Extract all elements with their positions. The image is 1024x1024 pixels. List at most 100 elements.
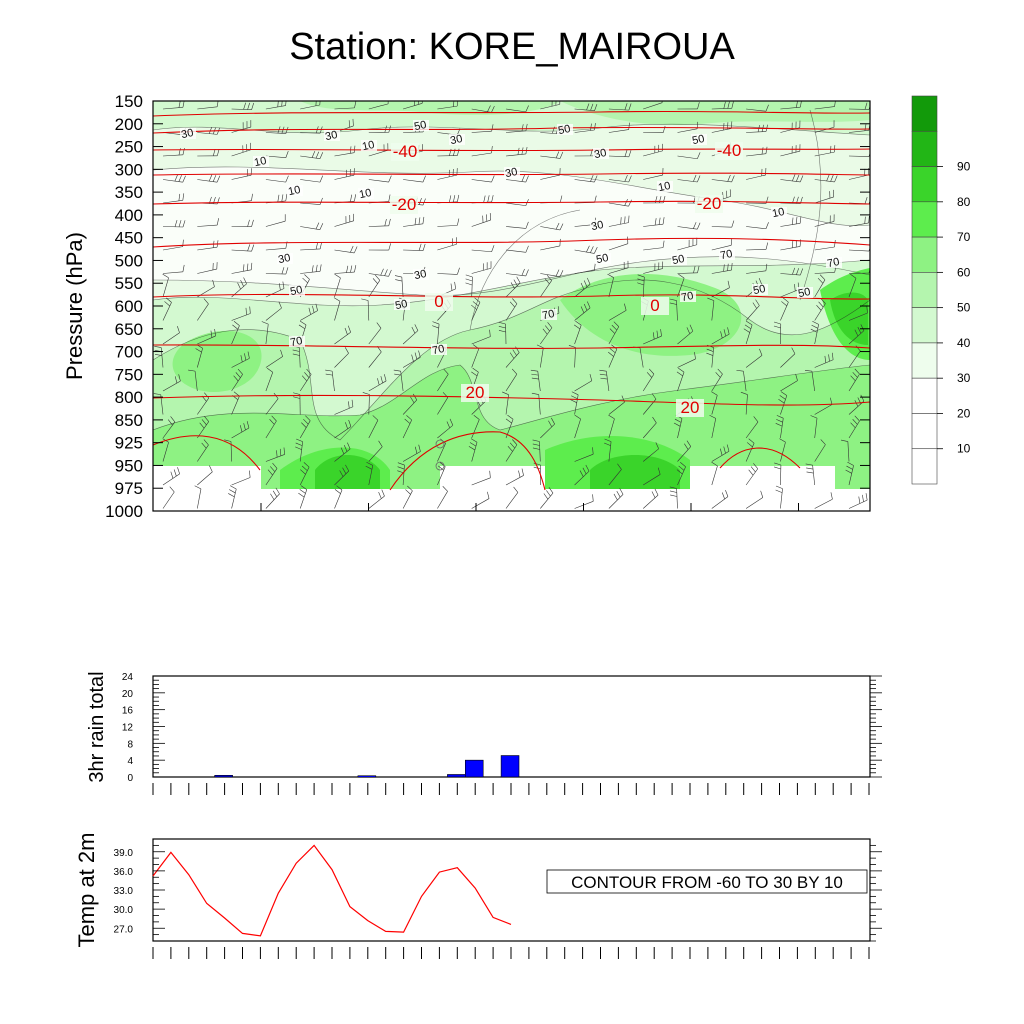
- wind-barb: [677, 174, 701, 183]
- rain-bar: [500, 755, 520, 778]
- temperature-series-line: [152, 844, 512, 937]
- wind-barb: [300, 222, 324, 230]
- wind-barb: [471, 297, 481, 321]
- wind-barb: [402, 393, 418, 415]
- humidity-label-bg: [691, 134, 707, 145]
- wind-barb: [334, 485, 343, 509]
- wind-barb: [540, 238, 561, 251]
- wind-barb: [746, 263, 768, 274]
- wind-barb: [437, 418, 454, 439]
- pressure-tick-label: 650: [115, 320, 143, 339]
- humidity-contour-label: 10: [287, 184, 301, 198]
- wind-barb: [574, 277, 591, 298]
- temperature-contour-line: [153, 344, 870, 349]
- wind-barb: [162, 297, 172, 321]
- wind-barb-layer: [153, 101, 870, 509]
- humidity-contour-label: 50: [557, 123, 571, 137]
- wind-barb: [368, 218, 391, 227]
- wind-barb: [403, 216, 425, 227]
- temperature-contour-line: [153, 110, 870, 117]
- wind-barb: [368, 322, 382, 345]
- wind-barb: [848, 415, 860, 439]
- wind-barb: [265, 447, 285, 462]
- wind-barb: [368, 243, 391, 251]
- humidity-contour-label: 70: [541, 308, 555, 322]
- temperature-y-axis: 27.0 30.0 33.0 36.0 39.0: [114, 844, 882, 942]
- humidity-contour-label: 70: [289, 335, 303, 349]
- wind-barb: [677, 440, 692, 462]
- pressure-axis-label: Pressure (hPa): [62, 232, 87, 380]
- wind-barb: [848, 215, 870, 227]
- wind-barb: [574, 263, 596, 274]
- wind-barb: [368, 101, 389, 110]
- pressure-tick-label: 350: [115, 183, 143, 202]
- wind-barb: [368, 374, 387, 392]
- wind-barb: [711, 444, 730, 462]
- wind-barb: [711, 101, 734, 110]
- wind-barb: [300, 303, 318, 321]
- rain-bar: [214, 775, 233, 778]
- wind-barb: [231, 368, 243, 392]
- wind-barb: [265, 101, 287, 110]
- wind-barb: [505, 123, 528, 133]
- wind-barb: [162, 273, 169, 298]
- pressure-tick-label: 450: [115, 229, 143, 248]
- wind-barb: [814, 174, 838, 183]
- wind-barb: [300, 175, 324, 183]
- wind-barb: [334, 442, 351, 462]
- humidity-label-bg: [771, 207, 787, 218]
- wind-barb: [197, 298, 209, 321]
- wind-barb: [540, 322, 553, 345]
- wind-barb: [676, 462, 686, 486]
- wind-barb: [368, 268, 392, 277]
- wind-barb: [505, 268, 529, 277]
- wind-barb: [608, 174, 632, 183]
- temperature-contour-label: 20: [466, 383, 485, 402]
- colorbar-segment: [911, 166, 938, 203]
- wind-barb: [745, 490, 764, 509]
- pressure-tick-label: 800: [115, 388, 143, 407]
- wind-barb: [848, 345, 861, 368]
- rain-bars: [214, 755, 520, 778]
- station-marker: [435, 439, 445, 449]
- wind-barb: [643, 240, 665, 251]
- wind-barb: [197, 465, 213, 486]
- wind-barb: [334, 347, 349, 368]
- humidity-colorbar: 10 20 30 40 50 60 70 80 90: [911, 95, 971, 485]
- colorbar-segment: [911, 307, 938, 344]
- wind-barb: [300, 264, 322, 274]
- wind-barb: [265, 267, 289, 275]
- wind-barb: [334, 168, 355, 180]
- wind-barb: [197, 416, 209, 439]
- wind-barb: [677, 102, 700, 110]
- rain-tick-label: 16: [122, 706, 134, 717]
- station-marker: [435, 461, 445, 471]
- wind-barb: [848, 273, 857, 298]
- wind-barb: [197, 262, 218, 274]
- colorbar-tick-label: 80: [957, 195, 971, 209]
- humidity-label-bg: [657, 181, 673, 192]
- wind-barb: [471, 329, 491, 345]
- pressure-tick-label: 500: [115, 251, 143, 270]
- wind-barb: [361, 298, 370, 321]
- wind-barb: [780, 239, 802, 251]
- wind-barb: [265, 487, 280, 509]
- temperature-contour-label: -40: [393, 142, 418, 161]
- humidity-label-bg: [287, 185, 303, 196]
- humidity-contour-label: 70: [680, 290, 694, 304]
- wind-barb: [197, 148, 220, 157]
- wind-barb: [293, 392, 301, 415]
- wind-barb: [711, 238, 732, 251]
- wind-barb: [299, 462, 310, 486]
- wind-barb: [574, 464, 590, 486]
- temperature-tick-label: 39.0: [114, 848, 134, 859]
- humidity-label-bg: [289, 285, 305, 296]
- wind-barb: [642, 416, 657, 439]
- rain-tick-label: 0: [127, 773, 133, 784]
- wind-barb: [773, 321, 782, 345]
- rain-bar: [464, 759, 484, 778]
- wind-barb: [265, 367, 274, 392]
- wind-barb: [437, 218, 460, 227]
- wind-barb: [608, 303, 627, 321]
